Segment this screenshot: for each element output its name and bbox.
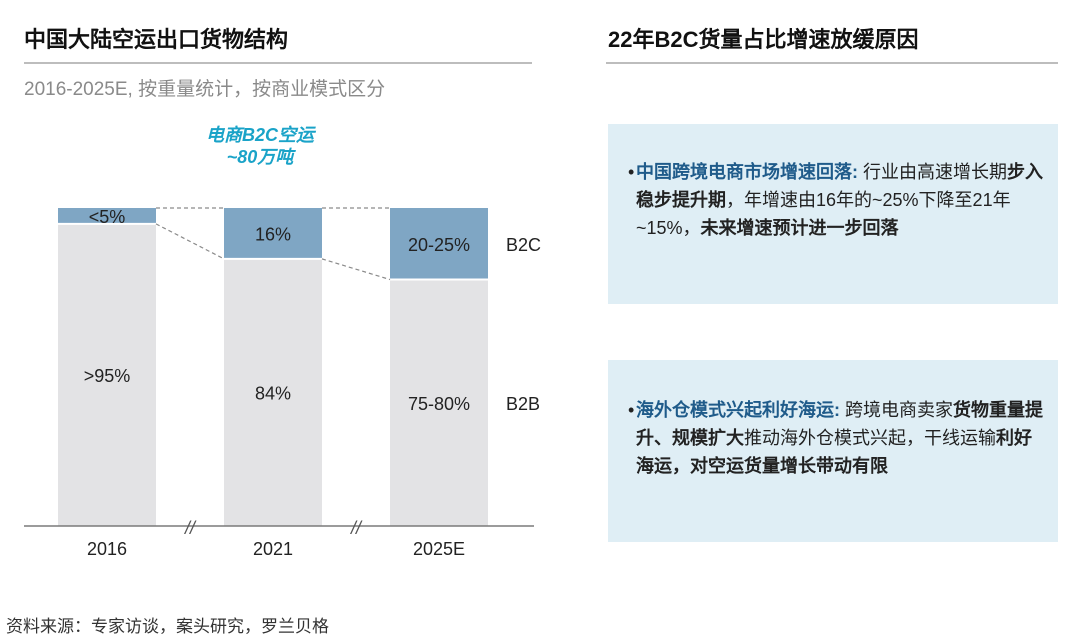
reason-box-1: • 中国跨境电商市场增速回落: 行业由高速增长期步入稳步提升期，年增速由16年的… — [608, 124, 1058, 304]
b2c-value-label-2021: 16% — [255, 224, 291, 244]
reason-text: ，年增速由16年的~25%下降至21年~15%， — [636, 190, 1011, 238]
bar-b2c-2021 — [224, 208, 322, 259]
reason-emphasis: 货物重量提升、规模扩大 — [636, 400, 1044, 448]
reason-box-2: • 海外仓模式兴起利好海运: 跨境电商卖家货物重量提升、规模扩大推动海外仓模式兴… — [608, 360, 1058, 542]
reason-emphasis: 未来增速预计进一步回落 — [700, 218, 899, 238]
x-tick-label-2025E: 2025E — [413, 539, 465, 559]
connector-split-line — [155, 223, 225, 260]
b2c-value-label-2025E: 20-25% — [408, 235, 470, 255]
reason-emphasis: 利好海运，对空运货量增长带动有限 — [636, 428, 1032, 476]
source-note: 资料来源：专家访谈，案头研究，罗兰贝格 — [6, 617, 329, 636]
reason-text: 推动海外仓模式兴起，干线运输 — [744, 428, 996, 448]
bullet-dot: • — [628, 162, 635, 182]
x-tick-label-2021: 2021 — [253, 539, 293, 559]
bar-b2b-2021 — [224, 258, 322, 526]
axis-break-marker: // — [349, 518, 363, 538]
x-tick-label-2016: 2016 — [87, 539, 127, 559]
reason-emphasis: 步入稳步提升期 — [636, 162, 1044, 210]
bullet-dot: • — [628, 400, 635, 420]
connector-split-line — [321, 258, 391, 281]
left-chart-title: 中国大陆空运出口货物结构 — [24, 27, 289, 52]
b2c-value-label-2016: <5% — [89, 207, 126, 227]
annotation-line-1: 电商B2C空运 — [205, 125, 314, 145]
right-title-rule — [606, 62, 1058, 64]
reason-text: 跨境电商卖家 — [840, 400, 954, 420]
legend-b2c: B2C — [506, 235, 541, 255]
legend-b2b: B2B — [506, 394, 540, 414]
bar-b2b-2025E — [390, 279, 488, 526]
right-panel-title: 22年B2C货量占比增速放缓原因 — [608, 27, 919, 52]
annotation-line-2: ~80万吨 — [226, 147, 294, 167]
bar-b2c-2025E — [390, 208, 488, 280]
bar-b2b-2016 — [58, 223, 156, 526]
axis-break-marker: // — [183, 518, 197, 538]
b2c-volume-annotation: 电商B2C空运 ~80万吨 — [180, 124, 340, 168]
left-title-rule — [24, 62, 532, 64]
reason-lead: 海外仓模式兴起利好海运: — [636, 400, 840, 420]
chart-subtitle: 2016-2025E, 按重量统计，按商业模式区分 — [24, 79, 386, 100]
reason-text-1: 中国跨境电商市场增速回落: 行业由高速增长期步入稳步提升期，年增速由16年的~2… — [636, 158, 1044, 242]
b2b-value-label-2021: 84% — [255, 383, 291, 403]
reason-text-2: 海外仓模式兴起利好海运: 跨境电商卖家货物重量提升、规模扩大推动海外仓模式兴起，… — [636, 396, 1044, 480]
b2b-value-label-2016: >95% — [84, 366, 131, 386]
reason-text: 行业由高速增长期 — [858, 162, 1008, 182]
reason-lead: 中国跨境电商市场增速回落: — [636, 162, 858, 182]
b2b-value-label-2025E: 75-80% — [408, 394, 470, 414]
bar-b2c-2016 — [58, 208, 156, 224]
